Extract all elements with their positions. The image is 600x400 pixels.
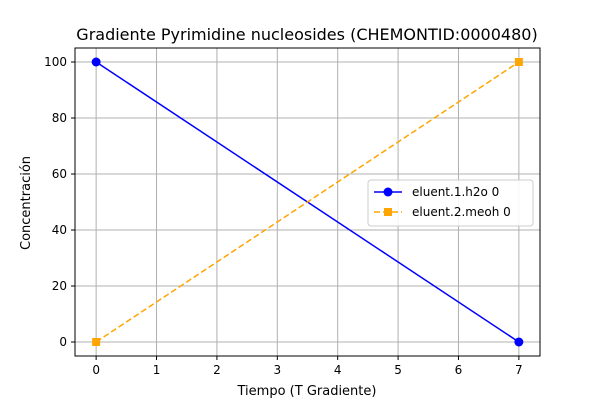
series-line (95, 61, 520, 343)
data-point (91, 57, 101, 67)
plot-area-frame (74, 47, 541, 357)
y-tick-label: 60 (52, 167, 67, 181)
y-tick-label: 20 (52, 279, 67, 293)
y-axis-label: Concentración (19, 156, 34, 250)
series-2 (92, 58, 523, 346)
x-tick-label: 2 (213, 363, 221, 377)
y-tick-label: 80 (52, 111, 67, 125)
legend-box (367, 179, 534, 227)
x-tick-label: 1 (153, 363, 161, 377)
x-axis: 0 1 2 3 4 5 6 7 (92, 356, 523, 377)
chart-title: Gradiente Pyrimidine nucleosides (CHEMON… (76, 25, 537, 44)
y-axis: 0 20 40 60 80 100 (44, 55, 75, 349)
legend-item: eluent.1.h2o 0 (374, 185, 499, 199)
x-tick-label: 5 (394, 363, 402, 377)
y-tick-label: 40 (52, 223, 67, 237)
y-tick-label: 100 (44, 55, 67, 69)
legend-marker (383, 187, 393, 197)
x-tick-label: 7 (515, 363, 523, 377)
x-tick-label: 3 (273, 363, 281, 377)
data-point (92, 338, 101, 346)
legend-label: eluent.1.h2o 0 (412, 185, 499, 199)
x-tick-label: 6 (455, 363, 463, 377)
grid (75, 48, 540, 356)
legend-marker (384, 208, 392, 216)
legend-item: eluent.2.meoh 0 (374, 205, 511, 219)
legend-label: eluent.2.meoh 0 (412, 205, 511, 219)
series-layer (91, 57, 524, 347)
y-tick-label: 0 (59, 335, 67, 349)
x-tick-label: 4 (334, 363, 342, 377)
legend: eluent.1.h2o 0 eluent.2.meoh 0 (367, 179, 534, 227)
x-axis-label: Tiempo (T Gradiente) (237, 384, 377, 399)
x-tick-label: 0 (92, 363, 100, 377)
data-point (514, 337, 524, 347)
data-point (514, 58, 523, 66)
